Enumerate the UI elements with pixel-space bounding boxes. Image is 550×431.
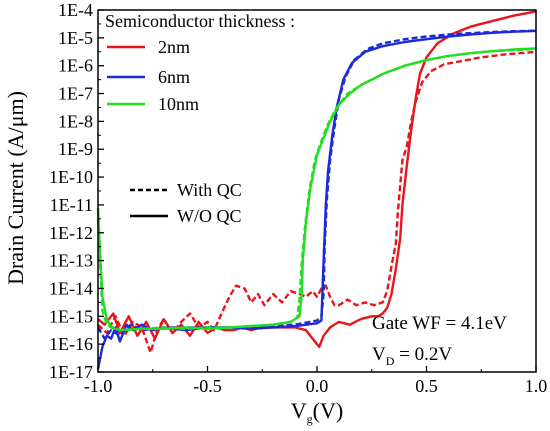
series-line-2nm-dashed xyxy=(97,50,537,354)
y-tick-label: 1E-6 xyxy=(58,56,93,76)
y-tick-label: 1E-13 xyxy=(49,251,93,271)
legend-title: Semiconductor thickness : xyxy=(105,11,295,31)
gate-wf-annotation: Gate WF = 4.1eV xyxy=(372,313,507,334)
legend-label-6nm: 6nm xyxy=(158,67,190,87)
y-tick-label: 1E-16 xyxy=(49,334,93,354)
x-tick-label: 1.0 xyxy=(525,376,548,396)
x-tick-label: -0.5 xyxy=(193,376,222,396)
y-tick-label: 1E-8 xyxy=(58,111,93,131)
x-tick-label: 0.0 xyxy=(306,376,329,396)
y-axis-label: Drain Current (A/μm) xyxy=(3,91,28,285)
y-tick-label: 1E-11 xyxy=(50,195,93,215)
x-tick-label: -1.0 xyxy=(84,376,113,396)
y-tick-label: 1E-15 xyxy=(49,306,93,326)
legend-label-10nm: 10nm xyxy=(158,94,199,114)
x-axis-label: Vg(V) xyxy=(291,398,343,426)
curve-layer xyxy=(96,10,537,370)
y-tick-label: 1E-4 xyxy=(58,0,93,20)
y-tick-label: 1E-10 xyxy=(49,167,93,187)
vd-annotation: VD = 0.2V xyxy=(372,344,452,368)
legend-style-wo-qc: W/O QC xyxy=(177,206,242,226)
series-line-10nm-dashed xyxy=(96,47,537,332)
series-line-2nm-solid xyxy=(97,10,537,349)
y-tick-label: 1E-14 xyxy=(49,278,93,298)
y-tick-label: 1E-5 xyxy=(58,28,93,48)
x-tick-label: 0.5 xyxy=(415,376,438,396)
legend-style-with-qc: With QC xyxy=(177,180,242,200)
legend: Semiconductor thickness : 2nm 6nm 10nm W… xyxy=(105,11,295,226)
y-tick-label: 1E-7 xyxy=(58,84,93,104)
y-tick-label: 1E-17 xyxy=(49,362,93,382)
y-tick-label: 1E-9 xyxy=(58,139,93,159)
y-tick-label: 1E-12 xyxy=(49,223,93,243)
tick-layer: 1E-4 1E-5 1E-6 1E-7 1E-8 1E-9 1E-10 1E-11 1E-12 1… xyxy=(49,0,547,396)
legend-label-2nm: 2nm xyxy=(158,37,190,57)
